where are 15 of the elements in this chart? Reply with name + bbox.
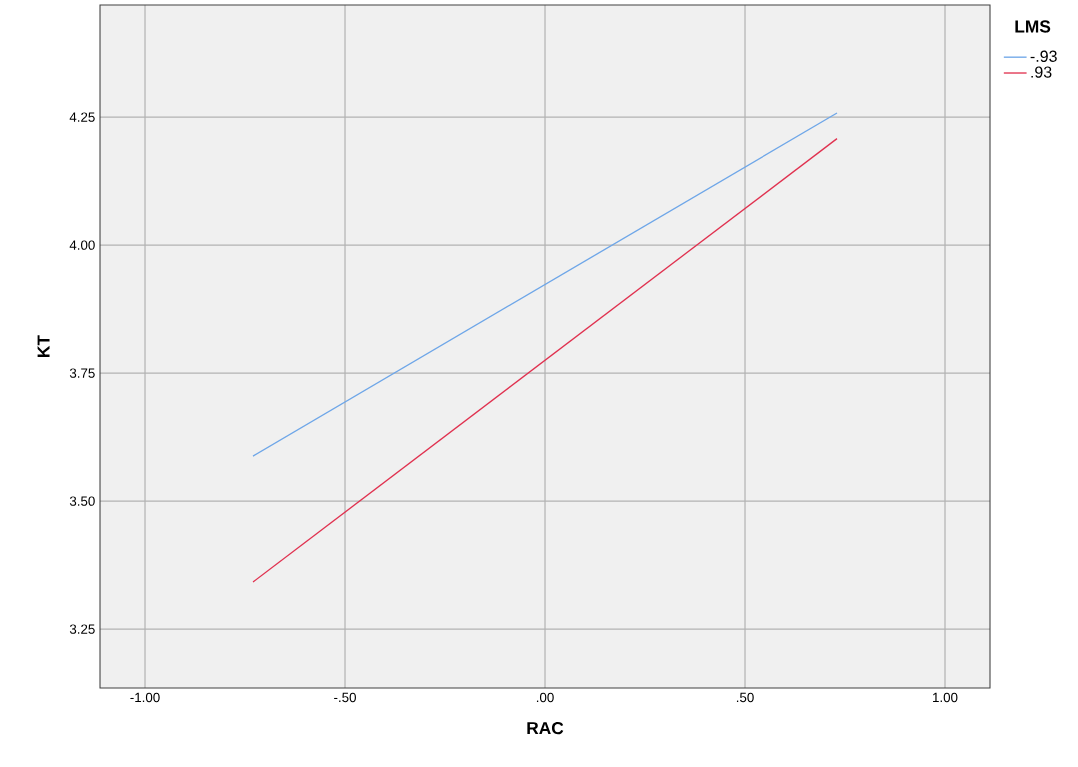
- legend-label: .93: [1031, 66, 1052, 78]
- y-tick-label: 3.50: [69, 496, 95, 506]
- y-tick-label: 4.00: [69, 240, 95, 250]
- x-tick-label: .00: [536, 692, 554, 703]
- y-tick-label: 3.75: [69, 368, 95, 378]
- y-tick-label: 4.25: [69, 112, 95, 122]
- legend-title: LMS: [1015, 20, 1051, 33]
- x-tick-label: -1.00: [130, 692, 160, 703]
- x-tick-label: 1.00: [933, 692, 958, 703]
- legend-label: -.93: [1030, 50, 1057, 62]
- x-tick-label: .50: [736, 692, 754, 703]
- x-axis-title: RAC: [527, 721, 564, 735]
- y-axis-title: KT: [37, 335, 50, 357]
- y-tick-label: 3.25: [69, 624, 95, 634]
- x-tick-label: -.50: [334, 692, 356, 703]
